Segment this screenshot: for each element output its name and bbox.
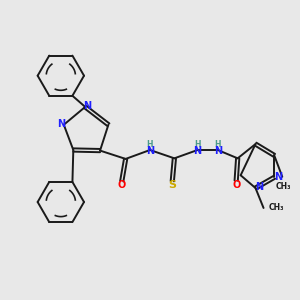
Text: N: N bbox=[214, 146, 222, 157]
Text: N: N bbox=[57, 119, 65, 129]
Text: N: N bbox=[255, 182, 263, 192]
Text: CH₃: CH₃ bbox=[269, 203, 284, 212]
Text: H: H bbox=[214, 140, 221, 149]
Text: N: N bbox=[194, 146, 202, 157]
Text: H: H bbox=[147, 140, 153, 149]
Text: O: O bbox=[117, 180, 125, 190]
Text: N: N bbox=[146, 146, 154, 157]
Text: CH₃: CH₃ bbox=[276, 182, 292, 191]
Text: N: N bbox=[83, 101, 92, 111]
Text: N: N bbox=[274, 172, 282, 182]
Text: H: H bbox=[194, 140, 201, 149]
Text: S: S bbox=[168, 180, 176, 190]
Text: O: O bbox=[232, 180, 240, 190]
